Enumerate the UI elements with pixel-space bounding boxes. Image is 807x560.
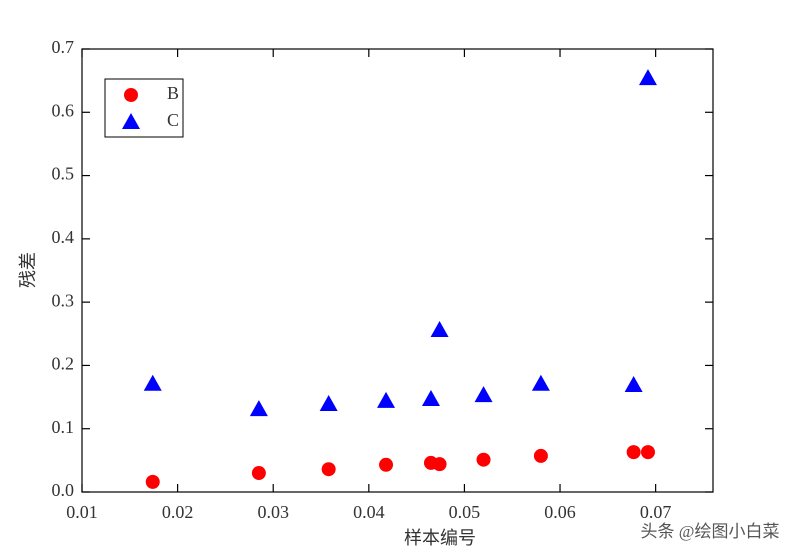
marker-triangle: [143, 374, 162, 391]
marker-triangle: [638, 69, 657, 86]
y-tick-label: 0.3: [52, 290, 75, 310]
marker-triangle: [249, 400, 268, 417]
marker-triangle: [421, 389, 440, 406]
legend-marker: [124, 88, 138, 102]
x-tick-label: 0.06: [544, 502, 576, 522]
marker-circle: [533, 448, 548, 463]
marker-circle: [432, 457, 447, 472]
legend-label: B: [167, 83, 179, 103]
marker-triangle: [531, 374, 550, 391]
plot-frame: [81, 48, 714, 493]
y-tick-label: 0.2: [52, 354, 75, 374]
watermark: 头条 @绘图小白菜: [641, 522, 780, 541]
x-tick-label: 0.04: [353, 502, 385, 522]
legend-marker: [122, 113, 140, 129]
marker-triangle: [474, 386, 493, 403]
y-tick-label: 0.7: [52, 37, 75, 57]
marker-triangle: [377, 391, 396, 408]
marker-circle: [145, 474, 160, 489]
marker-circle: [640, 445, 655, 460]
x-tick-label: 0.03: [257, 502, 289, 522]
marker-circle: [379, 457, 394, 472]
y-tick-label: 0.1: [52, 417, 75, 437]
y-axis-label: 残差: [18, 252, 38, 288]
legend-box: [104, 78, 184, 138]
legend-label: C: [167, 110, 179, 130]
x-tick-label: 0.02: [162, 502, 194, 522]
marker-circle: [251, 466, 266, 481]
y-tick-label: 0.4: [52, 227, 75, 247]
marker-circle: [476, 452, 491, 467]
y-tick-label: 0.0: [52, 480, 75, 500]
marker-circle: [321, 462, 336, 477]
y-tick-label: 0.6: [52, 100, 75, 120]
marker-triangle: [430, 320, 449, 337]
x-axis-label: 样本编号: [404, 528, 476, 548]
x-tick-label: 0.07: [640, 502, 672, 522]
marker-triangle: [319, 395, 338, 412]
x-tick-label: 0.05: [449, 502, 481, 522]
y-tick-label: 0.5: [52, 164, 75, 184]
x-tick-label: 0.01: [66, 502, 98, 522]
marker-triangle: [624, 376, 643, 393]
marker-circle: [626, 445, 641, 460]
